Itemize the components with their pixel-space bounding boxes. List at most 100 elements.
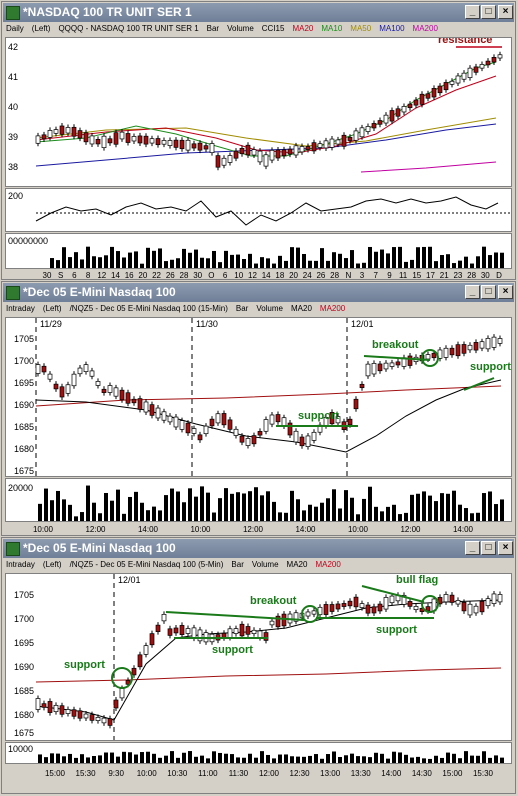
volume-bar — [452, 490, 456, 521]
candle-body — [353, 398, 359, 410]
volume-bar — [416, 247, 420, 268]
chart-app-icon — [6, 542, 20, 556]
candle-body — [497, 338, 503, 344]
minimize-button[interactable]: _ — [465, 5, 480, 19]
cci-tick: 200 — [8, 191, 23, 201]
window-title-bar[interactable]: *NASDAQ 100 TR UNIT SER 1 _ □ × — [3, 3, 514, 22]
axis-tick: 6 — [223, 271, 228, 280]
candle-body — [53, 129, 59, 134]
candle-body — [365, 363, 371, 377]
volume-bar — [176, 757, 180, 763]
candle-body — [485, 338, 491, 350]
chart-header: Daily (Left) QQQQ - NASDAQ 100 TR UNIT SER… — [6, 24, 446, 33]
volume-bar — [236, 757, 240, 763]
axis-tick: 13:00 — [320, 769, 341, 778]
volume-bar — [122, 513, 126, 521]
volume-bar — [50, 500, 54, 521]
volume-bar — [224, 488, 228, 521]
candle-body — [461, 344, 467, 354]
axis-tick: 15:30 — [76, 769, 97, 778]
volume-bar — [182, 502, 186, 521]
candle-body — [173, 139, 179, 148]
header-ma10: MA10 — [321, 24, 343, 33]
axis-tick: 28 — [330, 271, 339, 280]
volume-bar — [434, 501, 438, 521]
candle-body — [347, 136, 353, 141]
candle-body — [89, 370, 95, 377]
axis-tick: 6 — [72, 271, 77, 280]
candle-body — [383, 362, 389, 370]
candle-body — [209, 143, 215, 153]
minimize-button[interactable]: _ — [465, 541, 480, 555]
volume-bar — [176, 258, 180, 268]
volume-panel[interactable]: 10000 — [5, 742, 512, 764]
candle-body — [239, 623, 245, 637]
price-tick: 1695 — [14, 638, 34, 648]
volume-bar — [314, 506, 318, 521]
date-label: 12/01 — [351, 319, 374, 329]
ma200-line — [360, 161, 497, 173]
candle-body — [185, 139, 191, 151]
close-button[interactable]: × — [498, 285, 513, 299]
candle-body — [35, 135, 41, 144]
volume-bar — [320, 502, 324, 521]
chart-app-icon — [6, 6, 20, 20]
price-panel[interactable]: 1705 1700 1695 1690 1685 1680 1675 11/29… — [5, 317, 512, 477]
candle-body — [149, 138, 155, 144]
candle-body — [89, 135, 95, 145]
volume-bar — [236, 254, 240, 268]
header-axis: (Left) — [42, 560, 62, 569]
volume-bar — [374, 752, 378, 763]
minimize-button[interactable]: _ — [465, 285, 480, 299]
price-panel[interactable]: 1705 1700 1695 1690 1685 1680 1675 12/01… — [5, 573, 512, 741]
candle-body — [473, 342, 479, 351]
header-ma200: MA200 — [315, 560, 341, 569]
header-ma200: MA200 — [319, 304, 346, 313]
window-title-bar[interactable]: *Dec 05 E-Mini Nasdaq 100 _ □ × — [3, 539, 514, 558]
maximize-button[interactable]: □ — [481, 5, 496, 19]
volume-bar — [500, 499, 504, 521]
volume-chart: 10000 — [8, 744, 504, 763]
volume-bar — [218, 752, 222, 763]
volume-bar — [488, 491, 492, 521]
volume-bar — [68, 257, 72, 268]
axis-tick: 30 — [43, 271, 52, 280]
candle-body — [359, 127, 365, 138]
volume-bar — [170, 259, 174, 268]
volume-bar — [362, 498, 366, 521]
candle-body — [449, 594, 455, 603]
volume-panel[interactable]: 00000000 — [5, 233, 512, 269]
volume-bar — [488, 757, 492, 763]
close-button[interactable]: × — [498, 5, 513, 19]
axis-tick: 20 — [289, 271, 298, 280]
header-bar: Bar — [231, 560, 244, 569]
maximize-button[interactable]: □ — [481, 285, 496, 299]
cci-panel[interactable]: 200 — [5, 188, 512, 232]
candle-body — [137, 135, 143, 144]
candle-body — [185, 628, 191, 634]
breakout-line — [363, 355, 431, 361]
volume-bar — [98, 513, 102, 521]
volume-bar — [224, 753, 228, 763]
volume-bar — [134, 754, 138, 763]
maximize-button[interactable]: □ — [481, 541, 496, 555]
candle-body — [299, 436, 305, 447]
window-title-bar[interactable]: *Dec 05 E-Mini Nasdaq 100 _ □ × — [3, 283, 514, 302]
date-label: 11/29 — [40, 319, 62, 329]
volume-bar — [212, 751, 216, 763]
axis-tick: 30 — [193, 271, 202, 280]
volume-bar — [92, 256, 96, 268]
axis-tick: 13:30 — [351, 769, 372, 778]
volume-panel[interactable]: 20000 — [5, 478, 512, 522]
close-button[interactable]: × — [498, 541, 513, 555]
volume-bar — [248, 253, 252, 268]
axis-tick: 11:00 — [198, 769, 218, 778]
price-panel[interactable]: 42 41 40 39 38 resistance — [5, 34, 512, 187]
axis-tick: 10:00 — [348, 525, 369, 534]
candle-body — [371, 123, 377, 129]
candle-body — [77, 130, 83, 139]
volume-bar — [266, 754, 270, 763]
candle-body — [275, 615, 281, 628]
volume-bar — [254, 487, 258, 521]
volume-bar — [350, 753, 354, 763]
